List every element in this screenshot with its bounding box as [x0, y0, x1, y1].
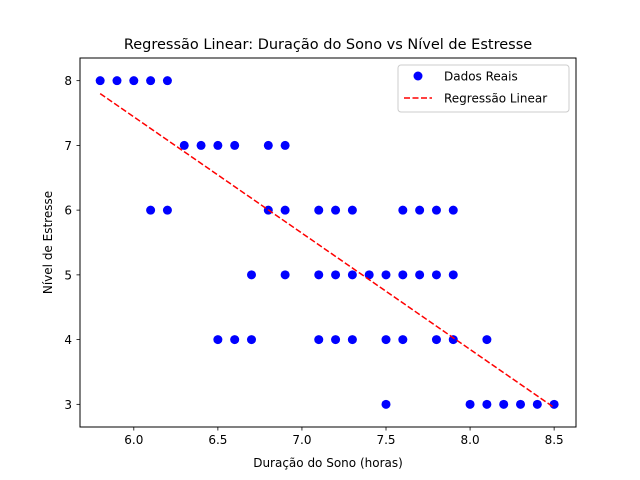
data-point — [398, 270, 408, 280]
x-tick-label: 6.5 — [208, 433, 227, 447]
data-point — [146, 76, 156, 86]
legend: Dados Reais Regressão Linear — [397, 64, 570, 113]
y-tick-label: 5 — [64, 268, 72, 282]
data-point — [95, 76, 105, 86]
data-point — [347, 270, 357, 280]
data-point — [280, 205, 290, 215]
data-point — [549, 399, 559, 409]
data-point — [314, 205, 324, 215]
data-point — [431, 270, 441, 280]
data-point — [347, 335, 357, 345]
y-tick-label: 4 — [64, 333, 72, 347]
data-point — [347, 205, 357, 215]
data-point — [499, 399, 509, 409]
data-point — [364, 270, 374, 280]
y-tick-label: 3 — [64, 398, 72, 412]
axes-frame — [79, 57, 577, 428]
data-point — [314, 335, 324, 345]
data-point — [448, 270, 458, 280]
data-point — [331, 205, 341, 215]
data-point — [230, 335, 240, 345]
x-tick-label: 7.0 — [292, 433, 311, 447]
data-point — [179, 140, 189, 150]
legend-label-dados-reais: Dados Reais — [444, 70, 518, 84]
legend-marker-dados-reais — [413, 71, 423, 81]
data-point — [129, 76, 139, 86]
data-point — [482, 335, 492, 345]
data-point — [196, 140, 206, 150]
data-point — [482, 399, 492, 409]
data-point — [532, 399, 542, 409]
data-point — [448, 205, 458, 215]
y-tick-label: 6 — [64, 204, 72, 218]
data-point — [431, 335, 441, 345]
y-tick-label: 7 — [64, 139, 72, 153]
data-point — [213, 335, 223, 345]
data-point — [465, 399, 475, 409]
data-point — [246, 270, 256, 280]
data-point — [331, 335, 341, 345]
data-point — [415, 270, 425, 280]
data-point — [280, 270, 290, 280]
x-axis-label: Duração do Sono (horas) — [253, 456, 403, 470]
y-axis-label: Nível de Estresse — [41, 191, 55, 294]
data-point — [230, 140, 240, 150]
x-tick-label: 6.0 — [124, 433, 143, 447]
data-point — [280, 140, 290, 150]
data-point — [415, 205, 425, 215]
data-point — [146, 205, 156, 215]
data-point — [112, 76, 122, 86]
data-point — [516, 399, 526, 409]
x-tick-label: 7.5 — [376, 433, 395, 447]
regression-line — [99, 92, 555, 409]
legend-box — [397, 64, 570, 113]
data-point — [331, 270, 341, 280]
data-point — [314, 270, 324, 280]
data-point — [263, 140, 273, 150]
data-point — [381, 270, 391, 280]
x-tick-label: 8.0 — [461, 433, 480, 447]
y-tick-label: 8 — [64, 74, 72, 88]
x-tick-label: 8.5 — [545, 433, 564, 447]
data-point — [213, 140, 223, 150]
data-point — [246, 335, 256, 345]
chart-title: Regressão Linear: Duração do Sono vs Nív… — [124, 37, 532, 53]
data-point — [381, 335, 391, 345]
data-point — [398, 205, 408, 215]
data-point — [381, 399, 391, 409]
data-point — [431, 205, 441, 215]
data-point — [162, 205, 172, 215]
data-point — [398, 335, 408, 345]
data-point — [448, 335, 458, 345]
data-point — [162, 76, 172, 86]
legend-label-regressao: Regressão Linear — [444, 92, 547, 106]
